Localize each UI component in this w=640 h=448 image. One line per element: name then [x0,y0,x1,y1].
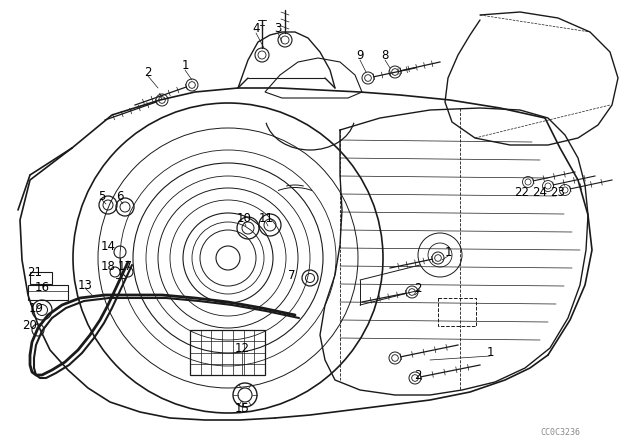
Bar [28,285,68,300]
Text: 3: 3 [275,22,282,34]
Text: 19: 19 [29,302,44,314]
Text: CC0C3236: CC0C3236 [540,427,580,436]
Bar [190,330,265,375]
Text: 9: 9 [356,48,364,61]
Bar [30,272,52,284]
Text: 22: 22 [515,185,529,198]
Text: 11: 11 [259,211,273,224]
Bar [438,298,476,326]
Text: 13: 13 [77,279,92,292]
Text: 23: 23 [550,185,565,198]
Text: 1: 1 [181,59,189,72]
Text: 16: 16 [35,280,49,293]
Text: 2: 2 [414,369,422,382]
Text: 24: 24 [532,185,547,198]
Text: 6: 6 [116,190,124,202]
Text: 21: 21 [28,266,42,279]
Text: 1: 1 [486,345,493,358]
Text: 2: 2 [144,65,152,78]
Text: 17: 17 [118,259,132,272]
Text: 1: 1 [444,246,452,258]
Text: 15: 15 [235,401,250,414]
Text: 2: 2 [414,281,422,294]
Text: 10: 10 [237,211,252,224]
Text: 5: 5 [99,190,106,202]
Text: 8: 8 [381,48,388,61]
Text: 7: 7 [288,268,296,281]
Text: 18: 18 [100,259,115,272]
Text: 12: 12 [234,341,250,354]
Text: 14: 14 [100,240,115,253]
Text: 20: 20 [22,319,37,332]
Text: 4: 4 [252,22,260,34]
